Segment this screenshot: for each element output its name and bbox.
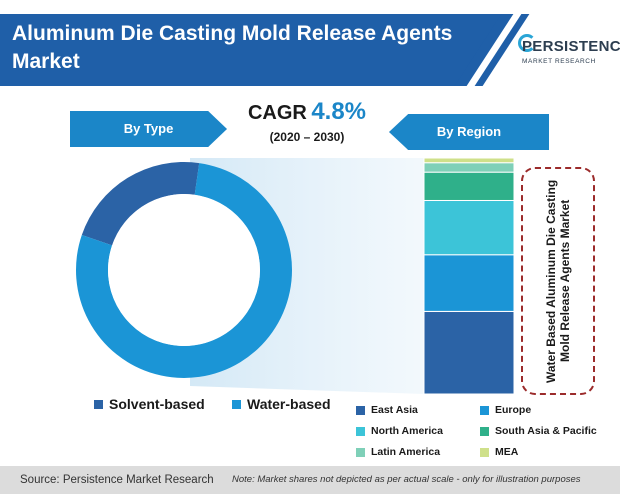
bar-segment-south-asia-pacific — [423, 171, 515, 201]
donut-hole — [108, 194, 260, 346]
cagr-period: (2020 – 2030) — [269, 130, 345, 144]
cagr-value: 4.8% — [311, 98, 367, 125]
legend-swatch — [356, 426, 365, 436]
title-banner — [0, 14, 505, 86]
callout-text: Water Based Aluminum Die Casting Mold Re… — [544, 179, 572, 383]
cagr-block: CAGR 4.8% — [232, 98, 382, 126]
legend-swatch — [356, 447, 365, 457]
legend-label: Europe — [495, 404, 532, 416]
legend-label: MEA — [495, 446, 519, 458]
legend-label: Latin America — [371, 446, 441, 458]
footer: Source: Persistence Market Research Note… — [0, 466, 620, 494]
legend-swatch — [480, 426, 489, 436]
legend-swatch — [94, 399, 103, 409]
bar-segment-north-america — [423, 199, 515, 256]
persistence-logo: PERSISTENCE MARKET RESEARCH — [518, 34, 620, 84]
legend-europe: Europe — [480, 404, 531, 416]
legend-label: North America — [371, 425, 443, 437]
legend-swatch — [356, 405, 365, 415]
legend-label: East Asia — [371, 404, 418, 416]
donut-slice-solvent-based — [81, 162, 200, 246]
legend-solvent: Solvent-based — [94, 396, 205, 412]
cagr-label: CAGR — [247, 102, 307, 124]
callout-border — [521, 167, 595, 395]
logo-ring-icon — [518, 34, 536, 52]
by-type-label: By Type — [70, 111, 227, 147]
legend-label: South Asia & Pacific — [495, 425, 597, 437]
legend-south-asia-pacific: South Asia & Pacific — [480, 425, 597, 437]
logo-main-text: PERSISTENCE — [522, 38, 620, 55]
bar-segment-europe — [423, 254, 515, 312]
by-region-label: By Region — [389, 114, 549, 150]
footer-note: Note: Market shares not depicted as per … — [232, 474, 581, 485]
donut-slice-water-based — [75, 163, 292, 378]
legend-swatch — [232, 399, 241, 409]
legend-label: Water-based — [247, 396, 331, 412]
footer-source: Source: Persistence Market Research — [20, 474, 214, 486]
donut-chart — [75, 162, 292, 378]
legend-label: Solvent-based — [109, 396, 205, 412]
logo-sub-text: MARKET RESEARCH — [522, 58, 596, 65]
legend-mea: MEA — [480, 446, 518, 458]
legend-water: Water-based — [232, 396, 331, 412]
region-stacked-bar — [423, 157, 515, 395]
legend-latin-america: Latin America — [356, 446, 440, 458]
legend-swatch — [480, 447, 489, 457]
legend-swatch — [480, 405, 489, 415]
page-title: Aluminum Die Casting Mold Release Agents… — [12, 22, 453, 73]
legend-east-asia: East Asia — [356, 404, 418, 416]
bar-segment-east-asia — [423, 310, 515, 395]
legend-north-america: North America — [356, 425, 443, 437]
bar-segment-latin-america — [423, 162, 515, 173]
bar-segment-mea — [423, 157, 515, 164]
